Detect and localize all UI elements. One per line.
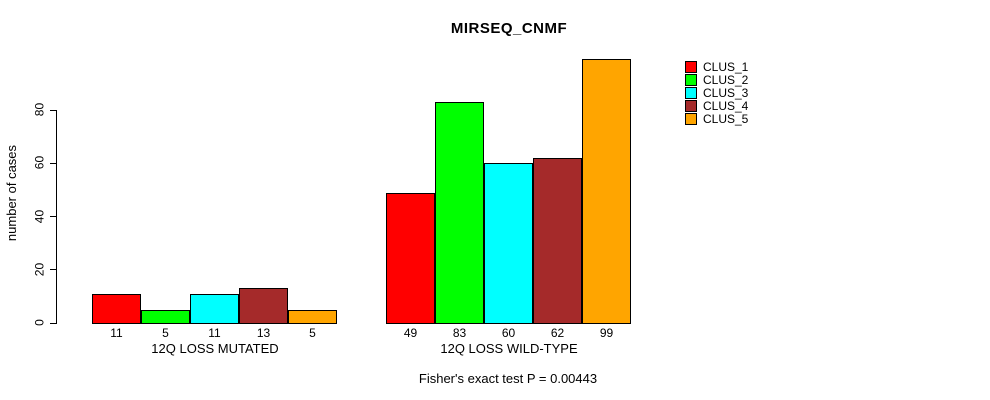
legend-swatch: [685, 61, 697, 74]
bar-value-label: 5: [162, 326, 169, 340]
y-tick-mark: [50, 216, 57, 217]
bar-value-label: 62: [550, 326, 565, 340]
bar-clus_2: [435, 102, 484, 324]
y-axis-line: [56, 110, 57, 324]
y-tick-label: 80: [32, 102, 47, 117]
legend-label: CLUS_1: [703, 60, 749, 75]
legend-item-clus_5: CLUS_5: [685, 112, 748, 125]
y-tick-mark: [50, 322, 57, 324]
bar-clus_3: [190, 294, 239, 324]
bar-value-label: 5: [309, 326, 316, 340]
bar-clus_5: [582, 59, 631, 324]
y-tick-label: 60: [32, 156, 47, 170]
legend-item-clus_1: CLUS_1: [685, 61, 748, 74]
x-group-label-mutated: 12Q LOSS MUTATED: [151, 341, 279, 356]
legend-label: CLUS_5: [703, 111, 749, 126]
legend-label: CLUS_2: [703, 73, 749, 88]
y-tick-label: 0: [32, 319, 47, 326]
bar-clus_1: [92, 294, 141, 324]
legend-swatch: [685, 99, 697, 112]
x-group-label-wildtype: 12Q LOSS WILD-TYPE: [440, 341, 578, 356]
legend-swatch: [685, 74, 697, 87]
bar-value-label: 11: [110, 326, 123, 340]
bar-value-label: 83: [452, 326, 467, 340]
legend-swatch: [685, 86, 697, 99]
legend-item-clus_4: CLUS_4: [685, 99, 748, 112]
chart-title: MIRSEQ_CNMF: [450, 20, 568, 37]
bar-clus_1: [386, 193, 435, 324]
fisher-test-annotation: Fisher's exact test P = 0.00443: [418, 371, 598, 386]
y-tick-label: 40: [32, 209, 47, 223]
bar-value-label: 11: [208, 326, 221, 340]
legend-item-clus_2: CLUS_2: [685, 74, 748, 87]
legend-swatch: [685, 112, 697, 125]
bar-clus_4: [533, 158, 582, 324]
legend-item-clus_3: CLUS_3: [685, 85, 749, 100]
bar-value-label: 49: [403, 326, 418, 340]
bar-clus_5: [288, 310, 337, 324]
legend-label: CLUS_4: [703, 98, 749, 113]
y-tick-label: 20: [32, 262, 47, 276]
bar-value-label: 99: [599, 326, 614, 340]
bar-clus_4: [239, 288, 288, 324]
bar-clus_3: [484, 163, 533, 324]
y-axis-label: number of cases: [4, 144, 19, 242]
bar-clus_2: [141, 310, 190, 324]
legend: CLUS_1 CLUS_2 CLUS_3 CLUS_4 CLUS_5: [685, 61, 748, 125]
legend-label: CLUS_3: [703, 85, 749, 100]
y-tick-mark: [50, 269, 57, 271]
y-tick-mark: [50, 109, 57, 111]
y-tick-mark: [50, 162, 57, 164]
bar-value-label: 13: [256, 326, 271, 340]
bar-value-label: 60: [501, 326, 516, 340]
